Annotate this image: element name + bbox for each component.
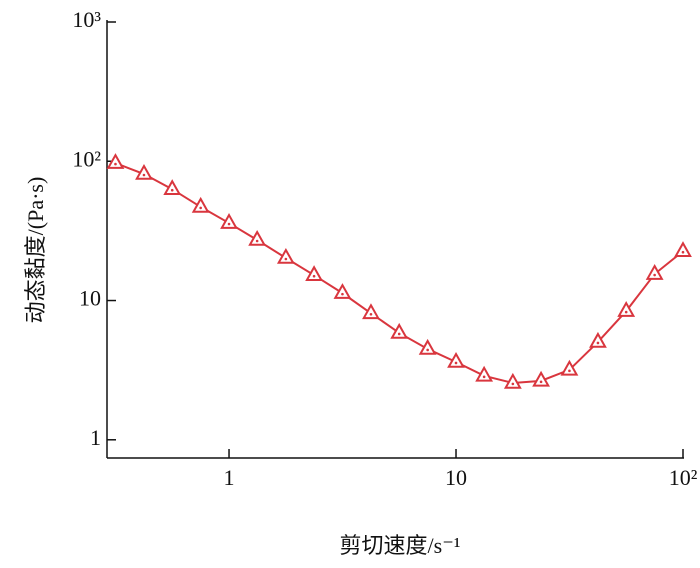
x-tick-label: 10²	[669, 465, 698, 490]
marker-dot	[653, 273, 656, 277]
line	[115, 162, 684, 384]
marker-dot	[227, 222, 231, 226]
y-tick-label: 10	[79, 286, 101, 311]
marker	[333, 283, 352, 299]
marker-dot	[142, 173, 146, 177]
marker	[589, 331, 607, 348]
marker-dot	[511, 382, 515, 386]
y-tick-label: 10²	[72, 146, 101, 171]
marker-dot	[454, 361, 458, 365]
marker	[532, 370, 550, 387]
y-axis-label: 动态黏度/(Pa·s)	[23, 177, 48, 324]
marker	[447, 351, 465, 368]
marker-dot	[482, 375, 486, 379]
marker	[191, 196, 210, 213]
marker-dot	[539, 380, 543, 384]
marker	[220, 213, 238, 229]
marker	[276, 247, 295, 264]
marker-dot	[284, 257, 288, 261]
marker-dot	[596, 341, 600, 345]
marker	[106, 153, 125, 169]
marker	[135, 163, 153, 180]
marker	[645, 263, 664, 280]
marker-dot	[170, 188, 174, 192]
marker	[362, 303, 380, 320]
x-tick-label: 1	[224, 465, 235, 490]
marker	[617, 301, 636, 317]
marker	[503, 372, 522, 389]
marker	[475, 365, 494, 382]
y-tick-label: 10³	[72, 7, 101, 32]
marker	[418, 338, 437, 355]
marker	[390, 322, 409, 339]
marker-dot	[341, 292, 344, 296]
marker-dot	[312, 274, 316, 278]
marker-dot	[255, 239, 259, 243]
y-tick-label: 1	[90, 425, 101, 450]
marker-dot	[568, 369, 571, 373]
marker	[248, 229, 267, 246]
marker	[163, 179, 182, 196]
marker-dot	[114, 162, 117, 166]
marker	[560, 359, 579, 376]
marker-dot	[624, 310, 628, 314]
marker-dot	[369, 312, 373, 316]
marker-dot	[397, 332, 401, 336]
marker-dot	[426, 348, 429, 352]
x-tick-label: 10	[445, 465, 467, 490]
x-axis-label: 剪切速度/s⁻¹	[340, 533, 461, 558]
marker	[674, 241, 692, 258]
marker-dot	[199, 206, 202, 210]
marker-dot	[681, 250, 685, 254]
marker	[305, 265, 324, 282]
